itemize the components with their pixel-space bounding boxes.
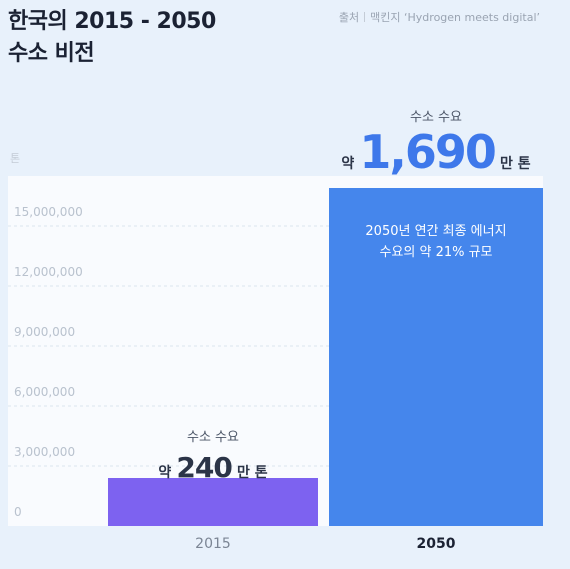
- y-tick-label-1: 3,000,000: [14, 445, 75, 459]
- source-divider: [364, 12, 366, 22]
- annotation-2015-value: 240: [176, 451, 232, 484]
- annotation-2050: 수소 수요 약 1,690 만 톤: [329, 106, 543, 179]
- annotation-2015-prefix: 약: [158, 465, 172, 481]
- annotation-2015-label: 수소 수요: [187, 430, 239, 445]
- title-line-1: 한국의 2015 - 2050: [8, 9, 216, 34]
- annotation-2050-prefix: 약: [341, 156, 355, 172]
- bar-2050-note: 2050년 연간 최종 에너지 수요의 약 21% 규모: [329, 221, 543, 263]
- annotation-2050-label: 수소 수요: [410, 110, 462, 125]
- y-tick-label-0: 0: [14, 505, 22, 519]
- x-tick-label-2050: 2050: [417, 536, 456, 552]
- annotation-2050-value-row: 약 1,690 만 톤: [329, 125, 543, 179]
- y-axis-unit: 톤: [10, 152, 21, 165]
- annotation-2050-value: 1,690: [359, 125, 497, 179]
- source-label: 출처: [338, 11, 360, 24]
- x-tick-label-2015: 2015: [195, 536, 231, 552]
- y-tick-label-5: 15,000,000: [14, 205, 83, 219]
- annotation-2015: 수소 수요 약 240 만 톤: [108, 426, 318, 484]
- annotation-2015-value-row: 약 240 만 톤: [108, 451, 318, 484]
- page-title: 한국의 2015 - 2050 수소 비전: [8, 6, 216, 70]
- y-tick-label-2: 6,000,000: [14, 385, 75, 399]
- annotation-2015-suffix: 만 톤: [236, 465, 268, 481]
- bar-2050: [329, 188, 543, 526]
- bar-2015: [108, 478, 318, 526]
- note-line-1: 2050년 연간 최종 에너지: [365, 224, 507, 239]
- y-tick-label-4: 12,000,000: [14, 265, 83, 279]
- note-line-2: 수요의 약 21% 규모: [379, 245, 493, 260]
- source-credit: 출처 맥킨지 ‘Hydrogen meets digital’: [339, 9, 540, 25]
- source-text: 맥킨지 ‘Hydrogen meets digital’: [370, 11, 540, 24]
- annotation-2050-suffix: 만 톤: [499, 156, 531, 172]
- title-line-2: 수소 비전: [8, 41, 95, 66]
- y-tick-label-3: 9,000,000: [14, 325, 75, 339]
